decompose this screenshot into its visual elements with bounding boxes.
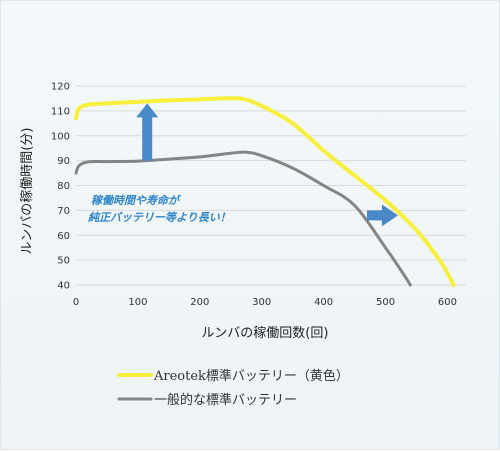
legend-label-2: 一般的な標準バッテリー [154,392,297,408]
series-line-2 [74,150,412,287]
x-axis-title: ルンバの稼働回数(回) [202,326,329,341]
y-tick-label-50: 50 [57,256,70,267]
x-tick-label-600: 600 [438,297,457,308]
y-tick-label-40: 40 [57,281,70,292]
y-tick-label-80: 80 [57,181,70,192]
y-tick-label-100: 100 [51,131,70,142]
annotation-line-2: 純正バッテリー等より長い！ [87,211,231,224]
x-tick-label-300: 300 [252,297,271,308]
y-tick-label-70: 70 [57,206,70,217]
y-axis-title: ルンバの稼働時間(分) [20,128,35,255]
y-tick-label-120: 120 [51,82,70,93]
y-tick-label-110: 110 [51,106,70,117]
series-line-1 [74,96,456,287]
y-tick-label-60: 60 [57,231,70,242]
annotation-line-1: 稼働時間や寿命が [91,194,181,207]
legend: Areotek標準バッテリー（黄色） 一般的な標準バッテリー [117,368,349,408]
x-tick-label-200: 200 [190,297,209,308]
x-tick-label-100: 100 [128,297,147,308]
arrow-up [136,103,159,161]
legend-label-1: Areotek標準バッテリー（黄色） [153,368,349,384]
x-tick-label-500: 500 [376,297,395,308]
y-tick-label-90: 90 [57,156,70,167]
x-tick-label-0: 0 [73,297,79,308]
arrow-right [366,204,398,227]
x-tick-label-400: 400 [314,297,333,308]
